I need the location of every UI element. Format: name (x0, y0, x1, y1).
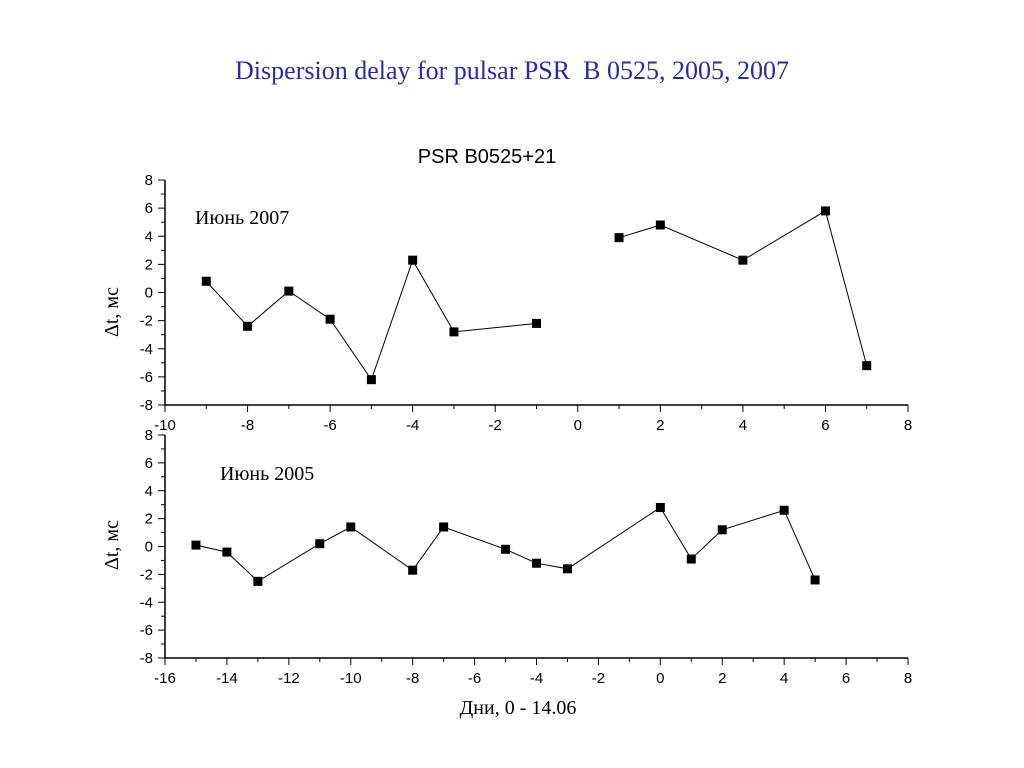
y-tick-label: 2 (145, 256, 153, 273)
y-tick-label: 6 (145, 455, 153, 472)
x-tick-label: -8 (406, 670, 419, 687)
x-tick-label: -10 (154, 417, 176, 434)
y-axis-label: Δt, мс (101, 520, 123, 570)
data-point (408, 255, 418, 265)
data-point (810, 575, 820, 585)
x-tick-label: -12 (278, 670, 300, 687)
x-tick-label: -8 (241, 417, 254, 434)
data-point (408, 565, 418, 575)
y-tick-label: 8 (145, 172, 153, 189)
y-tick-label: -4 (140, 341, 153, 358)
y-tick-label: -8 (140, 650, 153, 667)
y-tick-label: -8 (140, 397, 153, 414)
y-tick-label: -6 (140, 369, 153, 386)
data-point (449, 327, 459, 337)
x-tick-label: 6 (821, 417, 829, 434)
series-line (618, 210, 868, 366)
data-point (253, 576, 263, 586)
data-point (562, 564, 572, 574)
x-tick-label: 2 (718, 670, 726, 687)
data-point (686, 554, 696, 564)
x-tick-label: 4 (739, 417, 747, 434)
x-tick-label: 8 (904, 417, 912, 434)
x-tick-label: -6 (323, 417, 336, 434)
x-tick-label: -6 (468, 670, 481, 687)
y-tick-label: -2 (140, 313, 153, 330)
data-point (284, 286, 294, 296)
x-tick-label: 0 (656, 670, 664, 687)
x-tick-label: -10 (340, 670, 362, 687)
x-tick-label: -4 (530, 670, 543, 687)
data-point (315, 539, 325, 549)
data-point (325, 314, 335, 324)
y-tick-label: -2 (140, 566, 153, 583)
data-point (738, 255, 748, 265)
data-point (366, 375, 376, 385)
data-point (862, 361, 872, 371)
data-point (222, 547, 232, 557)
x-tick-label: 2 (656, 417, 664, 434)
x-tick-label: -2 (489, 417, 502, 434)
y-tick-label: 4 (145, 228, 153, 245)
y-tick-label: 6 (145, 200, 153, 217)
x-tick-label: 6 (842, 670, 850, 687)
chart-bottom: -8 -6 -4 -2 0 2 4 6 8 -16 -14 -12 -10 -8 -6 -4 -2 0 2 4 6 8 Ию… (101, 427, 912, 719)
series-line (205, 258, 537, 381)
y-tick-label: -4 (140, 594, 153, 611)
data-point (439, 522, 449, 532)
data-point (532, 558, 541, 568)
data-point (191, 540, 201, 550)
data-point (243, 321, 253, 331)
y-tick-label: 0 (145, 285, 153, 302)
y-tick-label: 0 (145, 539, 153, 556)
x-tick-label: -4 (406, 417, 419, 434)
x-tick-label: 4 (780, 670, 788, 687)
series-line (195, 506, 816, 582)
data-point (717, 525, 727, 535)
chart-annotation: Июнь 2007 (195, 207, 289, 229)
data-point (614, 233, 624, 243)
x-tick-label: -14 (216, 670, 238, 687)
data-point (655, 220, 665, 230)
data-point (346, 522, 356, 532)
x-tick-label: -2 (592, 670, 605, 687)
y-tick-label: 4 (145, 483, 153, 500)
data-point (655, 502, 665, 512)
y-axis-label: Δt, мс (101, 287, 123, 337)
chart-title: PSR B0525+21 (418, 146, 556, 168)
chart-annotation: Июнь 2005 (220, 463, 314, 485)
x-tick-label: 0 (574, 417, 582, 434)
data-point (532, 318, 541, 328)
data-point (501, 544, 511, 554)
data-point (820, 206, 830, 216)
slide-title: Dispersion delay for pulsar PSR B 0525, … (235, 56, 789, 85)
data-point (201, 276, 211, 286)
x-tick-label: -16 (154, 670, 176, 687)
y-tick-label: 2 (145, 511, 153, 528)
x-tick-label: 8 (904, 670, 912, 687)
y-tick-label: 8 (145, 427, 153, 444)
x-axis-label: Дни, 0 - 14.06 (460, 697, 577, 719)
data-point (779, 505, 789, 515)
y-tick-label: -6 (140, 622, 153, 639)
